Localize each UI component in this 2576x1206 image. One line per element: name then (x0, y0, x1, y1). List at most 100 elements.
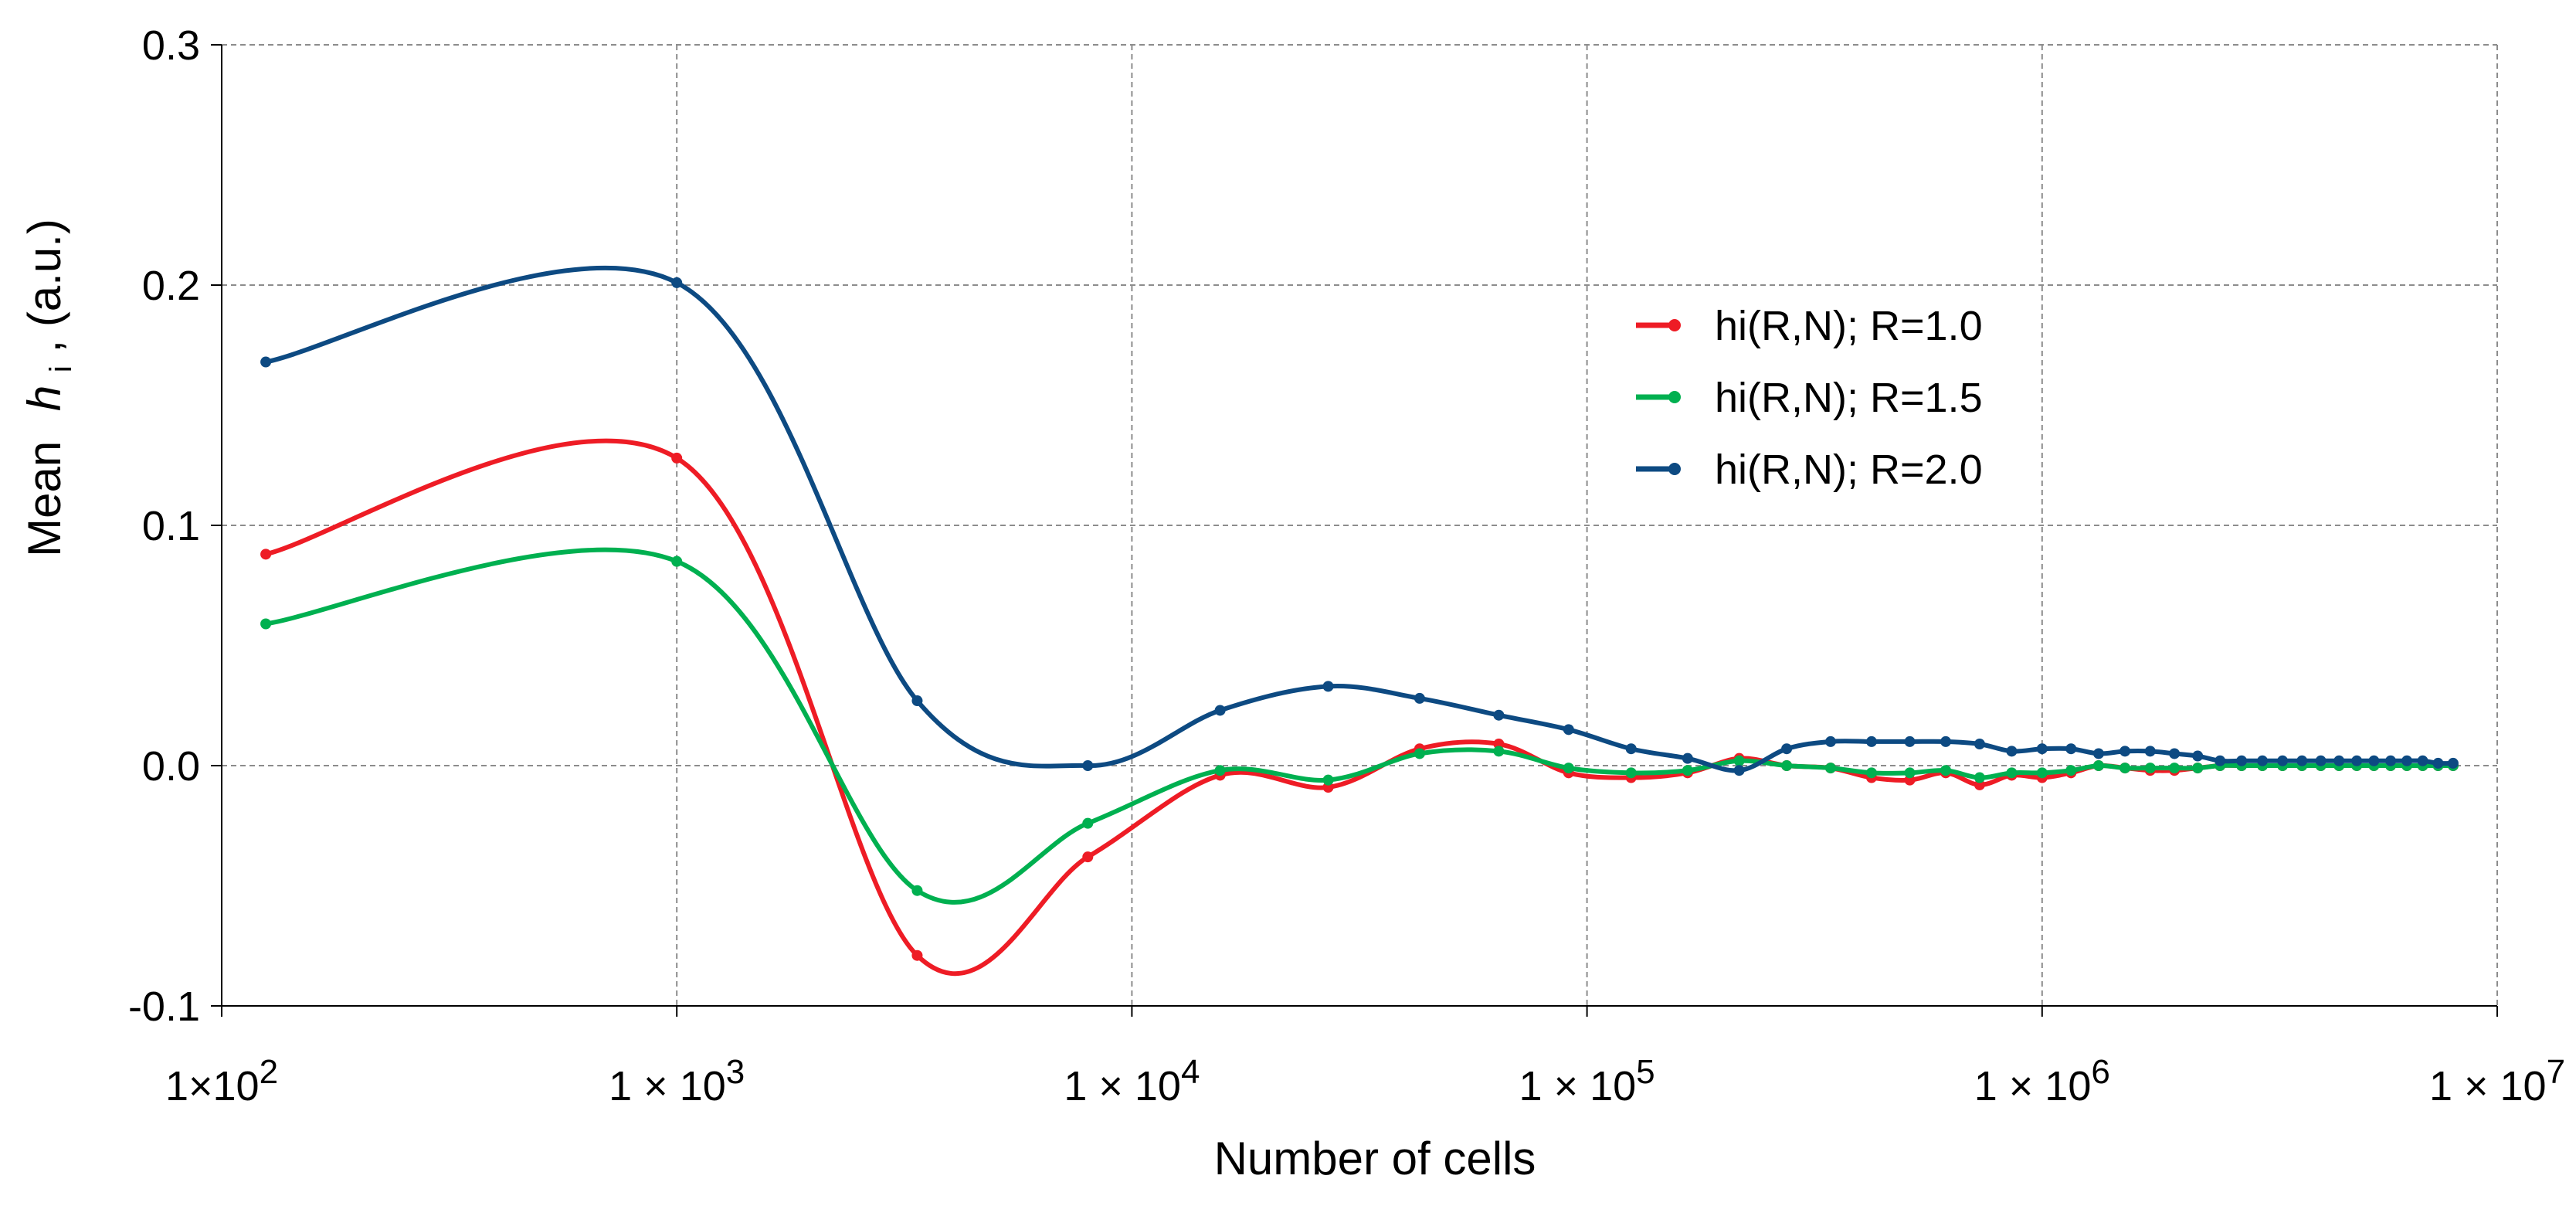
data-point-r2-0 (2351, 755, 2363, 766)
data-point-r1-5 (260, 618, 272, 630)
data-point-r1-5 (1824, 763, 1836, 774)
data-point-r1-5 (671, 555, 683, 567)
legend-label: hi(R,N); R=1.0 (1715, 303, 1983, 349)
data-point-r1-5 (1733, 755, 1745, 766)
data-point-r2-0 (1904, 735, 1916, 747)
legend-label: hi(R,N); R=2.0 (1715, 447, 1983, 493)
x-tick-label-mantissa: 1 × 10 (2429, 1063, 2547, 1109)
data-point-r1-5 (2192, 763, 2204, 774)
data-point-r2-0 (2006, 746, 2018, 757)
data-point-r2-0 (2277, 755, 2289, 766)
data-point-r2-0 (2401, 755, 2413, 766)
data-point-r2-0 (1082, 760, 1094, 771)
series-r2-0 (260, 265, 2459, 776)
data-point-r1-5 (1414, 748, 1425, 759)
data-point-r1-5 (2036, 767, 2048, 779)
x-axis-title: Number of cells (1214, 1133, 1536, 1184)
data-point-r1-5 (1974, 772, 1985, 783)
data-point-r1-5 (1563, 763, 1574, 774)
data-point-r2-0 (1414, 692, 1425, 704)
x-tick-label: 1 × 103 (609, 1053, 745, 1109)
data-point-r1-0 (671, 452, 683, 464)
y-axis-title-subscript: i (44, 365, 78, 372)
data-point-r2-0 (1493, 709, 1505, 721)
data-point-r1-0 (1082, 851, 1094, 863)
x-tick-label-exponent: 7 (2547, 1053, 2565, 1091)
data-point-r1-5 (2065, 765, 2077, 776)
legend-swatch-marker (1668, 391, 1681, 403)
y-tick-label: 0.0 (142, 743, 200, 790)
data-point-r1-0 (911, 950, 923, 961)
y-axis-title-symbol: h (19, 386, 70, 411)
x-tick-label-exponent: 5 (1636, 1053, 1655, 1091)
x-tick-label-mantissa: 1 × 10 (1064, 1063, 1181, 1109)
x-tick-label: 1 × 105 (1519, 1053, 1655, 1109)
y-axis-title: Mean h i , (a.u.) (19, 219, 81, 557)
data-point-r2-0 (2169, 748, 2181, 759)
data-point-r1-5 (1082, 817, 1094, 829)
data-point-r2-0 (2036, 743, 2048, 755)
legend-item-r1-5: hi(R,N); R=1.5 (1636, 375, 1983, 421)
data-point-r2-0 (1322, 681, 1334, 692)
data-point-r2-0 (671, 277, 683, 288)
x-tick-label-mantissa: 1×10 (165, 1063, 260, 1109)
data-point-r2-0 (2417, 755, 2428, 766)
data-point-r2-0 (2368, 755, 2380, 766)
data-point-r2-0 (2432, 757, 2444, 769)
x-tick-label: 1×102 (165, 1053, 278, 1109)
data-point-r1-5 (2120, 763, 2131, 774)
data-point-r2-0 (2296, 755, 2308, 766)
data-point-r2-0 (260, 356, 272, 368)
data-point-r2-0 (1865, 735, 1877, 747)
data-point-r2-0 (2065, 743, 2077, 755)
data-point-r1-5 (1865, 767, 1877, 779)
data-point-r2-0 (2215, 755, 2226, 766)
data-point-r2-0 (1625, 743, 1637, 755)
legend: hi(R,N); R=1.0 hi(R,N); R=1.5 hi(R,N); R=2… (1636, 303, 1983, 493)
data-point-r1-5 (2092, 760, 2104, 771)
data-point-r1-0 (260, 549, 272, 560)
x-tick-label-exponent: 2 (260, 1053, 278, 1091)
series-group (260, 265, 2459, 977)
x-tick-label: 1 × 104 (1064, 1053, 1200, 1109)
y-axis-title-suffix: , (a.u.) (19, 219, 70, 352)
data-point-r2-0 (1781, 743, 1793, 755)
legend-item-r1-0: hi(R,N); R=1.0 (1636, 303, 1983, 349)
data-point-r2-0 (1974, 739, 1985, 750)
data-point-r2-0 (1214, 705, 1226, 716)
data-point-r1-5 (1781, 760, 1793, 771)
data-point-r2-0 (2120, 746, 2131, 757)
data-point-r2-0 (2385, 755, 2397, 766)
data-point-r2-0 (2236, 755, 2248, 766)
data-point-r1-5 (1904, 767, 1916, 779)
y-axis-title-prefix: Mean (19, 441, 70, 557)
data-point-r2-0 (2092, 748, 2104, 759)
data-point-r1-5 (1682, 765, 1693, 776)
x-tick-label-exponent: 4 (1181, 1053, 1200, 1091)
data-point-r2-0 (2144, 746, 2156, 757)
data-point-r1-5 (2169, 763, 2181, 774)
x-tick-label-exponent: 6 (2091, 1053, 2109, 1091)
data-point-r2-0 (2192, 750, 2204, 762)
data-point-r1-5 (1493, 746, 1505, 757)
x-tick-label: 1 × 106 (1974, 1053, 2110, 1109)
data-point-r1-5 (911, 885, 923, 896)
y-tick-label: 0.3 (142, 22, 200, 69)
data-point-r2-0 (2257, 755, 2269, 766)
legend-swatch-marker (1668, 319, 1681, 331)
x-tick-label-mantissa: 1 × 10 (1519, 1063, 1637, 1109)
y-axis-ticks: -0.1 0.0 0.1 0.2 0.3 (128, 22, 222, 1030)
legend-swatch-marker (1668, 463, 1681, 475)
data-point-r1-5 (2006, 767, 2018, 779)
x-tick-label: 1 × 107 (2429, 1053, 2565, 1109)
data-point-r1-5 (1322, 774, 1334, 786)
data-point-r2-0 (2447, 757, 2459, 769)
y-tick-label: 0.1 (142, 503, 200, 549)
data-point-r1-5 (1214, 765, 1226, 776)
data-point-r2-0 (2333, 755, 2345, 766)
data-point-r2-0 (1940, 735, 1952, 747)
y-tick-label: -0.1 (128, 983, 200, 1030)
data-point-r2-0 (2315, 755, 2327, 766)
